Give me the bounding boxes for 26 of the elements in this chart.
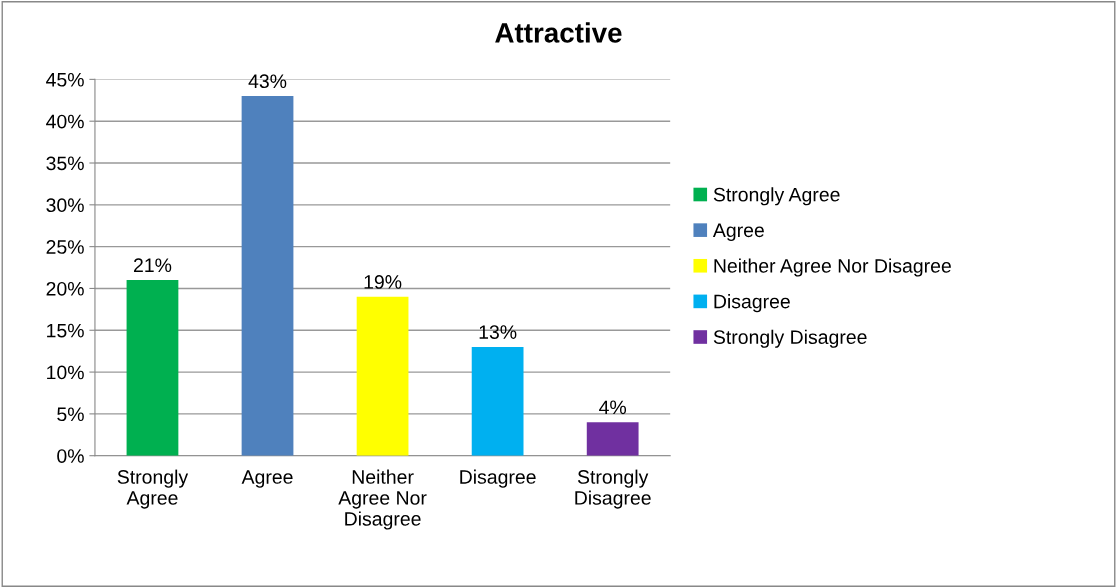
y-tick-label: 15%: [47, 323, 84, 338]
data-label: 4%: [599, 400, 627, 415]
data-label: 19%: [364, 275, 402, 289]
y-tick-label: 35%: [46, 156, 84, 171]
data-label: 13%: [479, 325, 517, 339]
y-tick-label: 10%: [47, 365, 84, 380]
y-tick-label: 0%: [57, 449, 84, 463]
legend-label: Strongly Agree: [713, 187, 840, 206]
x-tick-label: Agree: [241, 470, 293, 488]
y-tick-label: 20%: [46, 281, 84, 296]
x-tick-label: Disagree: [460, 469, 536, 488]
y-tick-label: 25%: [46, 240, 84, 254]
chart-title: Attractive: [495, 22, 622, 43]
x-tick-label: Neither Agree Nor Disagree: [338, 469, 427, 530]
x-tick-label: Strongly Agree: [117, 469, 189, 509]
legend-label: Disagree: [714, 294, 790, 313]
y-tick-label: 45%: [46, 72, 84, 87]
y-tick-label: 30%: [46, 198, 84, 213]
y-tick-label: 5%: [57, 407, 84, 422]
data-label: 21%: [133, 258, 172, 272]
legend-label: Neither Agree Nor Disagree: [714, 258, 951, 277]
x-tick-label: Strongly Disagree: [575, 469, 651, 509]
data-label: 43%: [248, 74, 287, 89]
y-tick-label: 40%: [46, 114, 84, 129]
legend-label: Strongly Disagree: [713, 329, 867, 348]
legend-label: Agree: [712, 223, 764, 241]
